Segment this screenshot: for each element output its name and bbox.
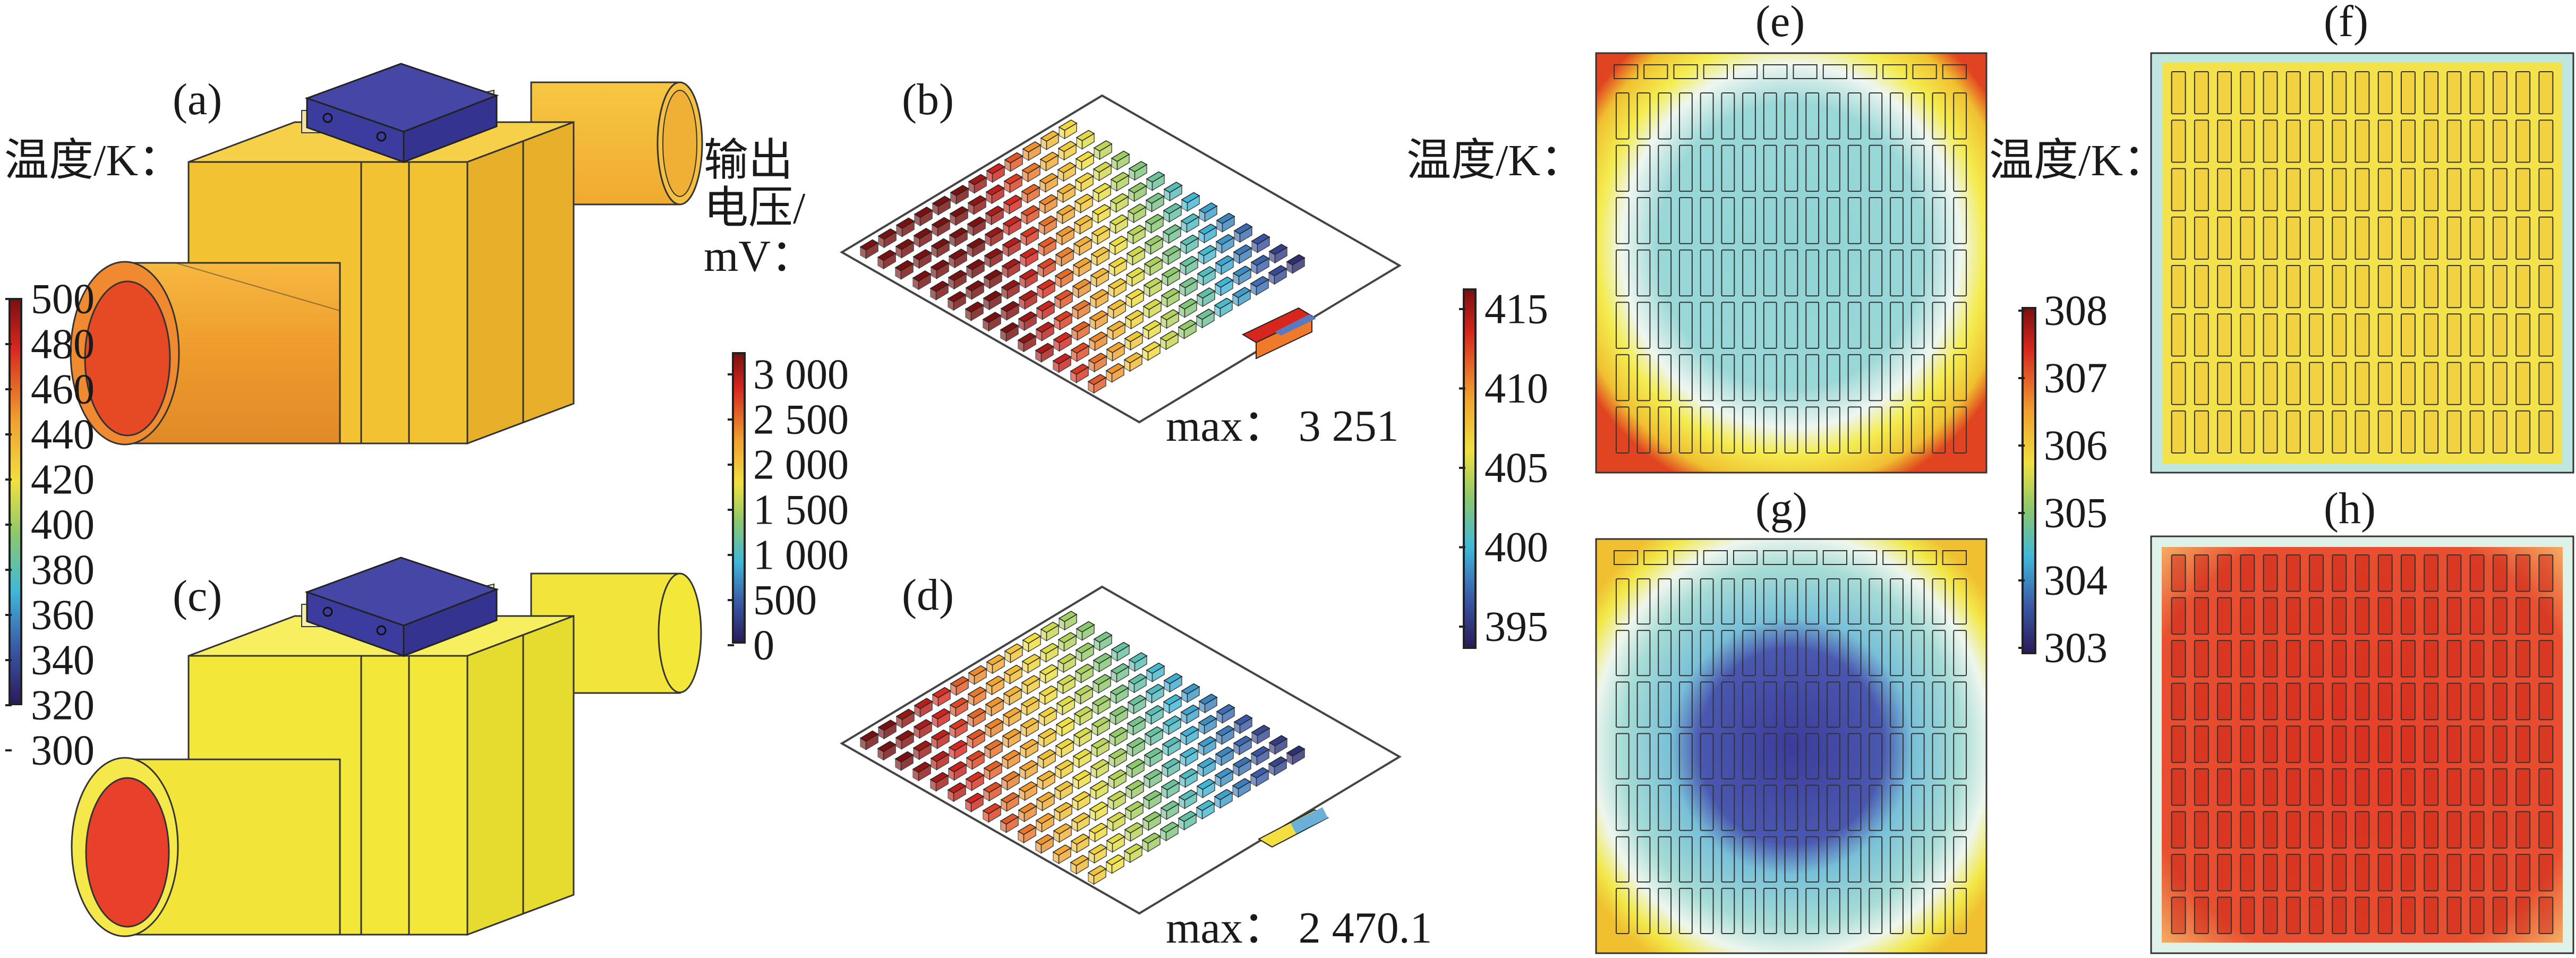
colorbar-temp-left-title: 温度/K： [4, 136, 183, 185]
temp-left-tick-2: 460 [31, 366, 95, 413]
panel-label-f: (f) [2324, 0, 2368, 46]
voltage-tick-4: 1 000 [753, 532, 849, 578]
colorbar-temp-mid-title: 温度/K： [1406, 136, 1585, 185]
temp-left-tick-7: 360 [31, 592, 95, 638]
panel-label-h: (h) [2324, 484, 2376, 533]
panel-d-te-array [840, 585, 1402, 915]
panel-label-a: (a) [173, 75, 222, 124]
temp-mid-tick-0: 415 [1485, 286, 1548, 332]
panel-h-plate [2150, 535, 2574, 954]
temp-right-tick-4: 304 [2044, 557, 2108, 604]
panel-label-c: (c) [173, 571, 222, 621]
voltage-tick-6: 0 [753, 622, 774, 669]
temp-mid-tick-1: 410 [1485, 365, 1548, 412]
voltage-tick-0: 3 000 [753, 351, 849, 398]
panel-c-device [71, 557, 702, 937]
voltage-tick-3: 1 500 [753, 486, 849, 533]
temp-right-tick-2: 306 [2044, 422, 2108, 469]
panel-f-plate [2150, 52, 2574, 474]
temp-right-tick-5: 303 [2044, 625, 2108, 671]
panel-label-e: (e) [1755, 0, 1805, 46]
temp-left-tick-1: 480 [31, 321, 95, 367]
panel-b-te-array [840, 94, 1402, 424]
temp-left-tick-4: 420 [31, 456, 95, 503]
temp-left-tick-5: 400 [31, 501, 95, 548]
voltage-tick-5: 500 [753, 577, 817, 623]
panel-a-device [70, 63, 703, 446]
temp-mid-tick-4: 395 [1485, 603, 1548, 650]
colorbar-voltage-title-1: 输出 [704, 136, 793, 185]
max-voltage-b: max： 3 251 [1166, 401, 1399, 451]
temp-right-tick-3: 305 [2044, 490, 2108, 536]
panel-label-b: (b) [902, 75, 954, 124]
temp-left-tick-3: 440 [31, 411, 95, 458]
max-voltage-d: max： 2 470.1 [1166, 903, 1432, 953]
temp-left-tick-6: 380 [31, 546, 95, 593]
temp-mid-tick-3: 400 [1485, 524, 1548, 571]
temp-left-tick-8: 340 [31, 637, 95, 683]
colorbar-temperature-right: 温度/K： 308 307 306 305 304 303 [1989, 136, 2168, 671]
colorbar-temperature-mid: 温度/K： 415 410 405 400 395 [1406, 136, 1585, 650]
temp-right-tick-1: 307 [2044, 355, 2108, 401]
temp-left-tick-9: 320 [31, 682, 95, 729]
temp-mid-tick-2: 405 [1485, 444, 1548, 491]
panel-label-g: (g) [1755, 484, 1807, 533]
panel-g-plate [1595, 538, 1988, 954]
colorbar-voltage-title-2: 电压/ [704, 184, 806, 233]
voltage-tick-2: 2 000 [753, 441, 849, 488]
temp-left-tick-0: 500 [31, 276, 95, 322]
colorbar-temp-right-title: 温度/K： [1989, 136, 2168, 185]
voltage-tick-1: 2 500 [753, 396, 849, 443]
panel-e-plate [1595, 52, 1988, 474]
temp-left-tick-10: 300 [31, 727, 95, 774]
temp-right-tick-0: 308 [2044, 287, 2108, 334]
colorbar-voltage-title-3: mV： [704, 232, 815, 281]
panel-label-d: (d) [902, 570, 954, 620]
